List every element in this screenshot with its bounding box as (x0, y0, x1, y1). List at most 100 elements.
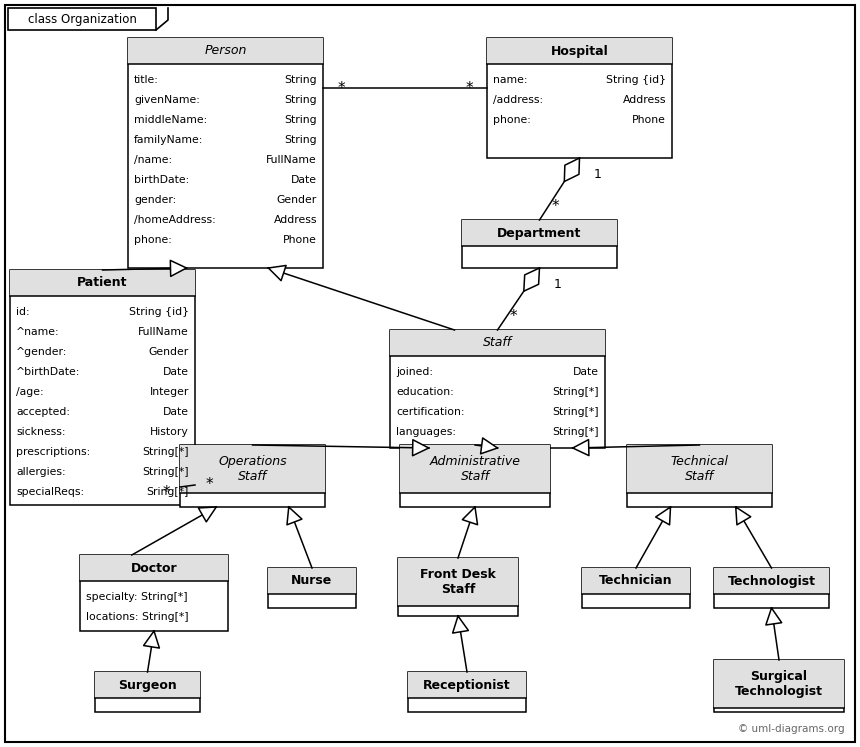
Text: 1: 1 (593, 167, 601, 181)
Text: /homeAddress:: /homeAddress: (134, 215, 216, 225)
Polygon shape (413, 440, 428, 456)
Text: String[*]: String[*] (143, 467, 189, 477)
Text: History: History (150, 427, 189, 437)
Bar (400, 445, 550, 493)
Bar (408, 672, 526, 712)
Polygon shape (564, 158, 580, 182)
Polygon shape (268, 265, 286, 281)
Polygon shape (481, 438, 497, 454)
Text: *: * (465, 81, 473, 96)
Bar (462, 220, 617, 268)
Text: specialReqs:: specialReqs: (16, 487, 84, 497)
Text: Sring[*]: Sring[*] (146, 487, 189, 497)
Text: Date: Date (163, 407, 189, 417)
Text: middleName:: middleName: (134, 115, 207, 125)
Polygon shape (766, 608, 782, 625)
Text: /name:: /name: (134, 155, 172, 165)
Text: Surgeon: Surgeon (118, 678, 177, 692)
Polygon shape (524, 268, 539, 291)
Text: specialty: String[*]: specialty: String[*] (86, 592, 187, 602)
Text: phone:: phone: (493, 115, 531, 125)
Bar (180, 445, 325, 493)
Text: id:: id: (16, 307, 29, 317)
Bar (400, 445, 550, 507)
Bar (714, 660, 844, 712)
Text: familyName:: familyName: (134, 135, 203, 145)
Text: *: * (163, 486, 169, 500)
Text: String: String (285, 75, 317, 85)
Text: birthDate:: birthDate: (134, 175, 189, 185)
Bar (627, 445, 772, 493)
Text: ^gender:: ^gender: (16, 347, 67, 357)
Text: *: * (510, 309, 518, 323)
Polygon shape (287, 507, 302, 525)
Text: Front Desk
Staff: Front Desk Staff (420, 568, 496, 596)
Text: name:: name: (493, 75, 527, 85)
Text: ^birthDate:: ^birthDate: (16, 367, 80, 377)
Bar (398, 558, 518, 616)
Text: String[*]: String[*] (552, 407, 599, 417)
Text: Administrative
Staff: Administrative Staff (429, 455, 520, 483)
Polygon shape (144, 631, 159, 648)
Text: title:: title: (134, 75, 159, 85)
Polygon shape (452, 616, 469, 633)
Text: Technician: Technician (599, 574, 673, 587)
Bar (714, 568, 829, 594)
Text: Person: Person (205, 45, 247, 58)
Text: String[*]: String[*] (552, 427, 599, 437)
Text: String: String (285, 115, 317, 125)
Text: allergies:: allergies: (16, 467, 65, 477)
Polygon shape (736, 507, 751, 525)
Text: Integer: Integer (150, 387, 189, 397)
Polygon shape (573, 440, 589, 456)
Text: String {id}: String {id} (606, 75, 666, 85)
Polygon shape (463, 507, 477, 524)
Text: Address: Address (623, 95, 666, 105)
Bar (714, 568, 829, 608)
Bar (487, 38, 672, 158)
Text: Hospital: Hospital (550, 45, 608, 58)
Text: Technical
Staff: Technical Staff (671, 455, 728, 483)
Polygon shape (170, 261, 187, 276)
Text: *: * (337, 81, 345, 96)
Bar (462, 220, 617, 246)
Bar (95, 672, 200, 712)
Text: Gender: Gender (277, 195, 317, 205)
Bar (390, 330, 605, 356)
Text: © uml-diagrams.org: © uml-diagrams.org (739, 724, 845, 734)
Text: Operations
Staff: Operations Staff (218, 455, 287, 483)
Bar (390, 330, 605, 448)
Text: String[*]: String[*] (143, 447, 189, 457)
Text: Gender: Gender (149, 347, 189, 357)
Text: class Organization: class Organization (28, 13, 137, 25)
Text: joined:: joined: (396, 367, 433, 377)
Bar (268, 568, 356, 594)
Bar (398, 558, 518, 606)
Bar (714, 660, 844, 708)
Text: String: String (285, 95, 317, 105)
Bar (408, 672, 526, 698)
Text: certification:: certification: (396, 407, 464, 417)
Bar (487, 38, 672, 64)
Text: Doctor: Doctor (131, 562, 177, 574)
Bar (95, 672, 200, 698)
Text: Date: Date (291, 175, 317, 185)
Bar (8, 8, 156, 30)
Text: String {id}: String {id} (129, 307, 189, 317)
Text: Receptionist: Receptionist (423, 678, 511, 692)
Bar (80, 555, 228, 631)
Text: *: * (206, 477, 212, 492)
Text: Patient: Patient (77, 276, 128, 290)
Text: FullName: FullName (138, 327, 189, 337)
Text: gender:: gender: (134, 195, 176, 205)
Text: phone:: phone: (134, 235, 172, 245)
Text: sickness:: sickness: (16, 427, 65, 437)
Text: FullName: FullName (267, 155, 317, 165)
Bar (128, 38, 323, 268)
Text: String: String (285, 135, 317, 145)
Text: String[*]: String[*] (552, 387, 599, 397)
Text: ^name:: ^name: (16, 327, 59, 337)
Bar (582, 568, 690, 608)
Bar (268, 568, 356, 608)
Text: accepted:: accepted: (16, 407, 70, 417)
